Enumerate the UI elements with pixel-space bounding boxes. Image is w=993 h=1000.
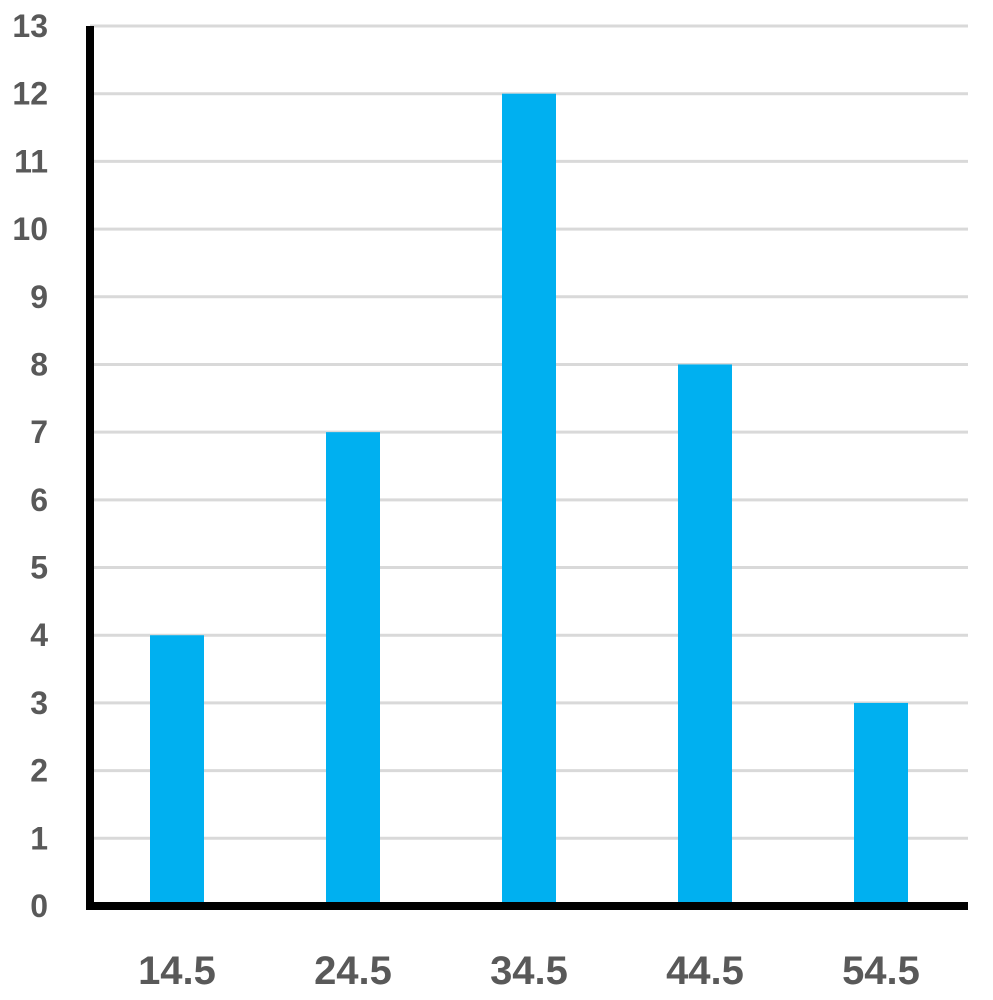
y-tick-label: 13 [12,8,48,44]
x-tick-label: 24.5 [314,949,392,993]
y-tick-label: 5 [30,550,48,586]
x-tick-label: 54.5 [842,949,920,993]
y-tick-label: 2 [30,753,48,789]
y-tick-label: 0 [30,888,48,924]
bar [150,635,204,906]
y-tick-label: 12 [12,76,48,112]
x-tick-label: 44.5 [666,949,744,993]
y-tick-label: 7 [30,414,48,450]
axes [86,26,968,910]
bar [326,432,380,906]
bars [150,93,908,906]
bar [502,93,556,906]
y-tick-label: 10 [12,211,48,247]
y-tick-label: 9 [30,279,48,315]
y-tick-label: 8 [30,346,48,382]
x-tick-labels: 14.5 24.5 34.5 44.5 54.5 [138,949,920,993]
y-tick-label: 1 [30,820,48,856]
y-tick-label: 3 [30,685,48,721]
bar [678,364,732,906]
y-tick-label: 11 [14,143,48,179]
x-tick-label: 14.5 [138,949,216,993]
y-tick-label: 6 [30,482,48,518]
bar [854,702,908,906]
y-tick-label: 4 [30,617,48,653]
x-tick-label: 34.5 [490,949,568,993]
